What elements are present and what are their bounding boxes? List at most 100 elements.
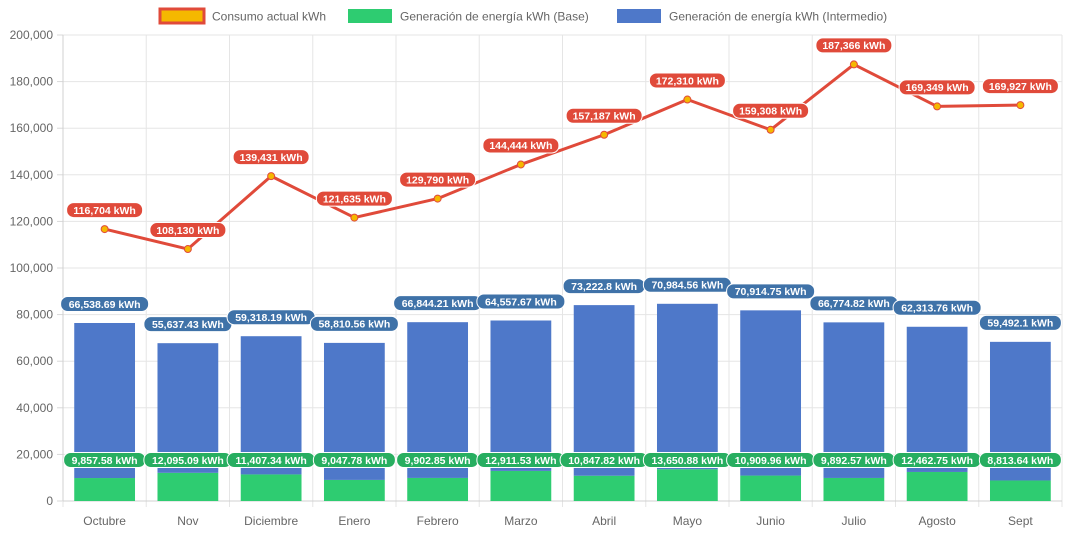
legend-label: Generación de energía kWh (Intermedio): [669, 10, 887, 24]
base-data-label: 12,462.75 kWh: [901, 455, 973, 467]
intermedio-data-label-bg: [309, 315, 399, 332]
legend-label: Consumo actual kWh: [212, 10, 326, 24]
base-data-label: 9,857.58 kWh: [72, 455, 138, 467]
consumo-point: [766, 125, 775, 134]
x-tick-label: Abril: [592, 514, 616, 528]
consumo-data-label: 144,444 kWh: [489, 140, 552, 152]
y-tick-label: 180,000: [10, 75, 54, 89]
y-tick-label: 60,000: [16, 354, 53, 368]
bar-base: [573, 475, 635, 501]
bar-base: [490, 470, 552, 501]
consumo-data-label-bg: [648, 72, 726, 89]
consumo-point: [350, 213, 359, 222]
bar-intermedio: [906, 326, 968, 472]
consumo-point: [1016, 101, 1025, 110]
legend-label: Generación de energía kWh (Base): [400, 10, 589, 24]
intermedio-data-label-bg: [978, 314, 1062, 331]
bar-base: [740, 475, 802, 501]
y-tick-label: 0: [46, 494, 53, 508]
x-tick-label: Julio: [842, 514, 867, 528]
intermedio-data-label-bg: [476, 293, 566, 310]
y-tick-label: 160,000: [10, 121, 54, 135]
y-tick-label: 200,000: [10, 28, 54, 42]
intermedio-data-label: 73,222.8 kWh: [571, 281, 637, 293]
consumo-point: [100, 225, 109, 234]
consumo-data-label: 116,704 kWh: [73, 205, 135, 217]
consumo-data-label: 139,431 kWh: [240, 152, 303, 164]
x-tick-label: Mayo: [673, 514, 703, 528]
base-data-label: 9,902.85 kWh: [405, 455, 471, 467]
bar-intermedio: [573, 305, 635, 476]
bar-base: [407, 477, 469, 501]
base-data-label: 12,095.09 kWh: [152, 455, 224, 467]
consumo-point: [516, 160, 525, 169]
intermedio-data-label-bg: [60, 295, 150, 312]
consumo-data-label-bg: [399, 171, 477, 188]
consumo-data-label: 187,366 kWh: [822, 40, 885, 52]
intermedio-data-label: 62,313.76 kWh: [901, 303, 973, 315]
x-tick-label: Sept: [1008, 514, 1033, 528]
bar-intermedio: [656, 303, 718, 470]
consumo-data-label: 157,187 kWh: [573, 111, 636, 123]
bar-intermedio: [490, 320, 552, 471]
bar-base: [823, 477, 885, 501]
consumo-data-label-bg: [732, 102, 810, 119]
bar-base: [240, 474, 302, 501]
y-tick-label: 80,000: [16, 308, 53, 322]
consumo-data-label: 169,927 kWh: [989, 81, 1052, 93]
consumo-data-label: 129,790 kWh: [406, 174, 469, 186]
base-data-label-bg: [978, 452, 1062, 468]
bar-base: [989, 480, 1051, 501]
intermedio-data-label-bg: [892, 299, 982, 316]
intermedio-data-label: 70,914.75 kWh: [735, 286, 807, 298]
x-tick-label: Febrero: [417, 514, 459, 528]
consumo-point: [433, 194, 442, 203]
consumo-point: [933, 102, 942, 111]
base-data-label: 12,911.53 kWh: [485, 455, 556, 467]
intermedio-data-label: 58,810.56 kWh: [318, 319, 390, 331]
x-tick-label: Marzo: [504, 514, 538, 528]
consumo-data-label-bg: [149, 222, 227, 239]
bar-base: [74, 478, 136, 501]
base-data-label-bg: [312, 452, 396, 468]
bar-base: [906, 471, 968, 501]
bar-base: [656, 469, 718, 501]
bar-base: [323, 479, 385, 501]
x-tick-label: Nov: [177, 514, 198, 528]
consumo-point: [600, 130, 609, 139]
bar-intermedio: [740, 310, 802, 476]
base-data-label: 9,892.57 kWh: [821, 455, 887, 467]
intermedio-data-label: 59,492.1 kWh: [987, 318, 1053, 330]
intermedio-data-label: 66,774.82 kWh: [818, 298, 890, 310]
y-tick-label: 40,000: [16, 401, 53, 415]
base-data-label: 9,047.78 kWh: [321, 455, 387, 467]
base-data-label: 10,847.82 kWh: [568, 455, 640, 467]
x-tick-label: Diciembre: [244, 514, 298, 528]
x-tick-label: Junio: [756, 514, 785, 528]
base-data-label: 13,650.88 kWh: [651, 455, 723, 467]
consumo-data-label-bg: [565, 107, 643, 124]
consumo-line: [104, 62, 1021, 251]
base-data-label: 11,407.34 kWh: [236, 455, 307, 467]
consumo-point: [267, 172, 276, 181]
consumo-data-label: 108,130 kWh: [156, 225, 219, 237]
y-tick-label: 120,000: [10, 214, 54, 228]
consumo-data-label-bg: [482, 137, 560, 154]
consumo-data-label: 121,635 kWh: [323, 193, 386, 205]
intermedio-data-label: 66,844.21 kWh: [402, 298, 474, 310]
consumo-data-label-bg: [981, 78, 1059, 95]
consumo-data-label-bg: [815, 37, 893, 54]
intermedio-data-label: 70,984.56 kWh: [651, 280, 723, 292]
consumo-point: [683, 95, 692, 104]
intermedio-data-label: 66,538.69 kWh: [69, 299, 141, 311]
y-tick-label: 20,000: [16, 447, 53, 461]
base-data-label: 8,813.64 kWh: [987, 455, 1053, 467]
intermedio-data-label: 64,557.67 kWh: [485, 296, 557, 308]
x-tick-label: Agosto: [918, 514, 956, 528]
consumo-data-label: 169,349 kWh: [906, 82, 969, 94]
bar-base: [157, 472, 219, 501]
consumo-data-label-bg: [232, 149, 310, 166]
y-tick-label: 140,000: [10, 168, 54, 182]
